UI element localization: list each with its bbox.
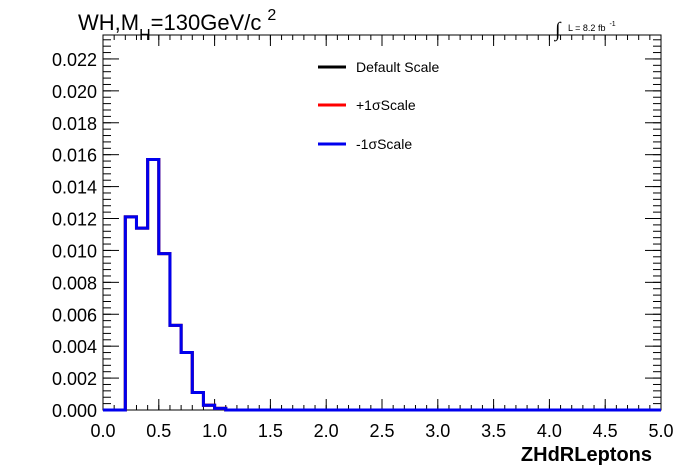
- x-axis: 0.0 0.5 1.0 1.5 2.0 2.5 3.0 3.5 4.0 4.5 5.0: [90, 35, 674, 441]
- histogram-series-line: [103, 157, 661, 412]
- legend: Default Scale +1σScale -1σScale: [318, 59, 439, 152]
- x-tick-label: 3.0: [425, 421, 450, 441]
- histogram-series-line: [103, 157, 661, 412]
- x-tick-label: 4.5: [593, 421, 618, 441]
- x-tick-label: 2.5: [369, 421, 394, 441]
- x-tick-label: 1.0: [202, 421, 227, 441]
- y-tick-label: 0.010: [52, 241, 97, 261]
- lumi-label: L = 8.2 fb -1: [568, 21, 616, 33]
- x-tick-label: 0.5: [146, 421, 171, 441]
- series-group: [103, 157, 661, 412]
- legend-label: -1σScale: [356, 136, 412, 152]
- x-tick-label: 2.0: [314, 421, 339, 441]
- x-tick-label: 1.5: [258, 421, 283, 441]
- y-tick-label: 0.000: [52, 401, 97, 421]
- chart-title: WH,MH=130GeV/c 2: [78, 7, 276, 44]
- y-tick-label: 0.006: [52, 305, 97, 325]
- y-tick-label: 0.016: [52, 146, 97, 166]
- y-tick-label: 0.020: [52, 82, 97, 102]
- x-tick-label: 0.0: [90, 421, 115, 441]
- legend-label: Default Scale: [356, 59, 439, 75]
- y-tick-label: 0.014: [52, 178, 97, 198]
- y-tick-label: 0.018: [52, 114, 97, 134]
- lumi-text: L = 8.2 fb: [568, 23, 605, 33]
- y-tick-label: 0.004: [52, 337, 97, 357]
- lumi-superscript: -1: [609, 21, 615, 28]
- y-tick-label: 0.008: [52, 273, 97, 293]
- title-superscript: 2: [267, 7, 276, 24]
- title-value: =130GeV/c: [151, 10, 262, 35]
- lumi-integral-symbol: ∫: [553, 19, 562, 42]
- y-tick-label: 0.002: [52, 369, 97, 389]
- y-tick-label: 0.012: [52, 210, 97, 230]
- x-tick-label: 3.5: [481, 421, 506, 441]
- y-tick-label: 0.022: [52, 50, 97, 70]
- histogram-series-line: [103, 157, 661, 412]
- legend-label: +1σScale: [356, 97, 416, 113]
- title-main: WH,M: [78, 10, 139, 35]
- x-axis-label: ZHdRLeptons: [521, 444, 652, 466]
- x-tick-label: 5.0: [648, 421, 673, 441]
- y-axis: 0.000 0.002 0.004 0.006 0.008 0.010 0.012 0.014…: [52, 39, 661, 421]
- x-tick-label: 4.0: [537, 421, 562, 441]
